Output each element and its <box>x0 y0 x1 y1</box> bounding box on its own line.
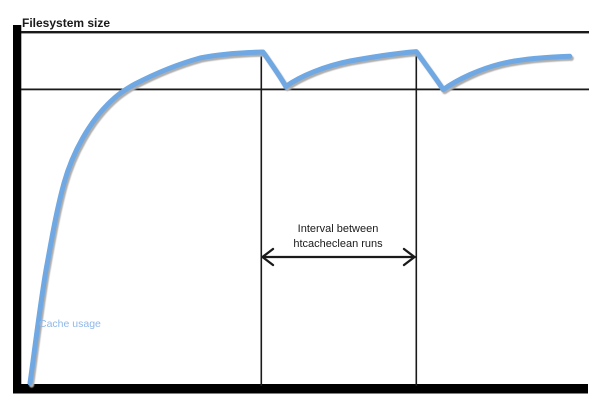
svg-text:Cache usage: Cache usage <box>39 318 101 330</box>
svg-text:htcacheclean runs: htcacheclean runs <box>293 238 383 250</box>
svg-text:Filesystem size: Filesystem size <box>22 16 110 30</box>
svg-text:Interval between: Interval between <box>298 223 379 235</box>
